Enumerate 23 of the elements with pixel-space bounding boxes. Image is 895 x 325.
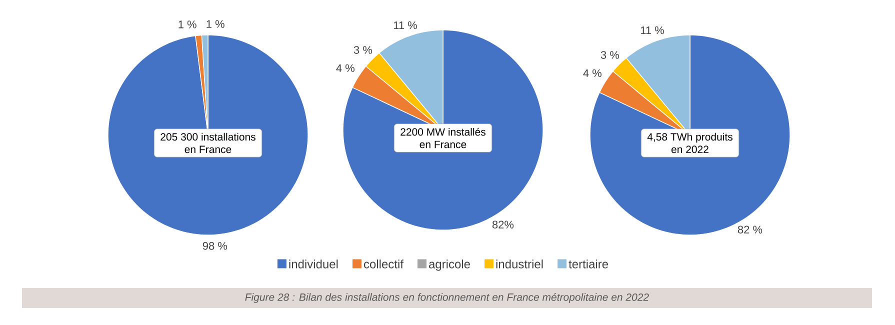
text: 2200 MW installés xyxy=(400,128,486,136)
legend-label: agricole xyxy=(428,260,470,271)
data-label: 1 % xyxy=(178,20,196,28)
data-label: 82% xyxy=(492,220,514,228)
text: en France xyxy=(420,140,466,148)
data-label: 98 % xyxy=(202,242,228,250)
caption: Figure 28 : Bilan des installations en fonctionnement en France métropolitaine en 2022 xyxy=(245,293,649,303)
data-label: 11 % xyxy=(640,26,664,34)
data-label: 11 % xyxy=(394,21,417,30)
legend-label: individuel xyxy=(289,260,338,268)
data-label: 3 % xyxy=(354,46,372,54)
text: en France xyxy=(184,146,232,154)
legend-label: collectif xyxy=(364,260,404,268)
data-label: 82 % xyxy=(738,226,762,234)
data-label: 4 % xyxy=(583,69,602,77)
text: en 2022 xyxy=(671,146,708,154)
text: 4,58 TWh produits xyxy=(647,132,732,143)
legend-label: industriel xyxy=(496,260,543,268)
data-label: 3 % xyxy=(600,51,620,59)
data-label: 4 % xyxy=(336,64,354,72)
data-label: 1 % xyxy=(206,20,224,28)
text: 205 300 installations xyxy=(160,132,256,141)
legend-label: tertiaire xyxy=(568,260,608,268)
